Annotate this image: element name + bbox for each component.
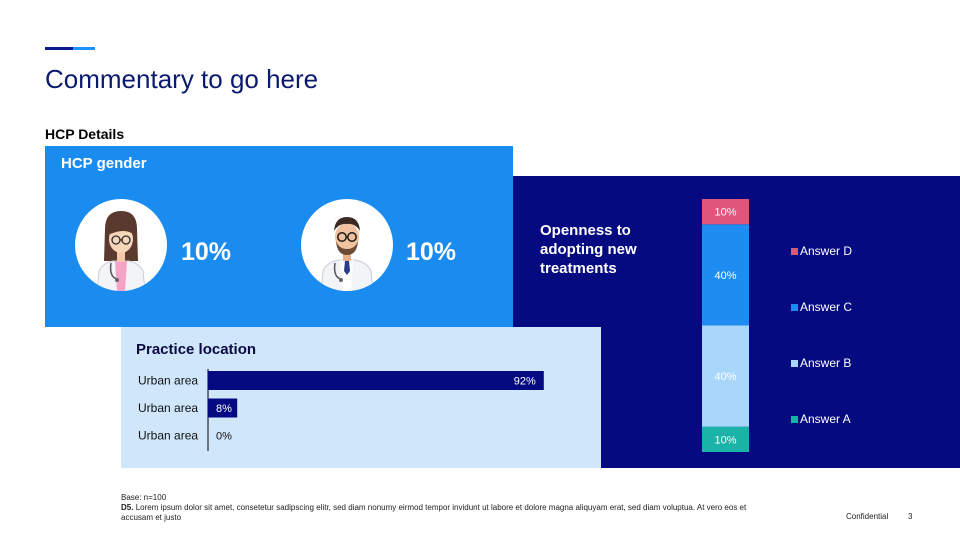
- stack-segment-answer-a: [702, 426, 749, 452]
- section-title: HCP Details: [45, 126, 125, 142]
- legend-swatch: [791, 360, 798, 367]
- title-accent-bar-dark: [45, 47, 73, 50]
- page-number: 3: [908, 512, 913, 521]
- legend-label: Answer A: [800, 412, 851, 426]
- practice-location-title: Practice location: [136, 341, 257, 358]
- bar-category-label: Urban area: [138, 429, 198, 443]
- stack-segment-answer-d: [702, 199, 749, 225]
- title-accent-bar-light: [73, 47, 95, 50]
- bar-value-label: 92%: [514, 376, 536, 388]
- hcp-gender-panel: HCP gender 10%: [45, 146, 513, 327]
- hcp-gender-title: HCP gender: [61, 155, 147, 172]
- legend-label: Answer C: [800, 300, 852, 314]
- female-percentage: 10%: [181, 238, 232, 266]
- stack-value-label: 10%: [714, 434, 736, 446]
- legend-label: Answer B: [800, 356, 851, 370]
- question-note: D5. Lorem ipsum dolor sit amet, consetet…: [121, 503, 761, 523]
- practice-location-bar-chart: Urban area 92% Urban area 8% Urban area 0%: [138, 369, 544, 451]
- stack-value-label: 10%: [714, 207, 736, 219]
- legend-label: Answer D: [800, 244, 852, 258]
- stack-value-label: 40%: [714, 270, 736, 282]
- bar-category-label: Urban area: [138, 401, 198, 415]
- question-text: Lorem ipsum dolor sit amet, consetetur s…: [121, 503, 747, 522]
- legend-swatch: [791, 248, 798, 255]
- legend-swatch: [791, 416, 798, 423]
- confidential-label: Confidential: [846, 512, 889, 521]
- openness-stacked-chart: 10% 40% 40% 10% Answer D Answer C Answer B Answ…: [702, 199, 852, 452]
- base-note: Base: n=100: [121, 493, 167, 502]
- location-bar: [208, 398, 238, 418]
- stack-segment-answer-c: [702, 224, 749, 326]
- openness-title: Openness to adopting new treatments: [540, 222, 637, 277]
- stack-value-label: 40%: [714, 371, 736, 383]
- page-title: Commentary to go here: [45, 64, 319, 94]
- male-percentage: 10%: [406, 238, 457, 266]
- bar-category-label: Urban area: [138, 374, 198, 388]
- bar-value-label: 0%: [216, 431, 232, 443]
- stack-segment-answer-b: [702, 325, 749, 427]
- female-doctor-icon: [75, 199, 167, 291]
- bar-value-label: 8%: [216, 403, 232, 415]
- question-code: D5.: [121, 503, 134, 512]
- location-bar: [208, 371, 544, 390]
- legend-swatch: [791, 304, 798, 311]
- practice-location-panel: Practice location Urban area 92% Urban are…: [121, 327, 601, 468]
- male-doctor-icon: [301, 199, 393, 291]
